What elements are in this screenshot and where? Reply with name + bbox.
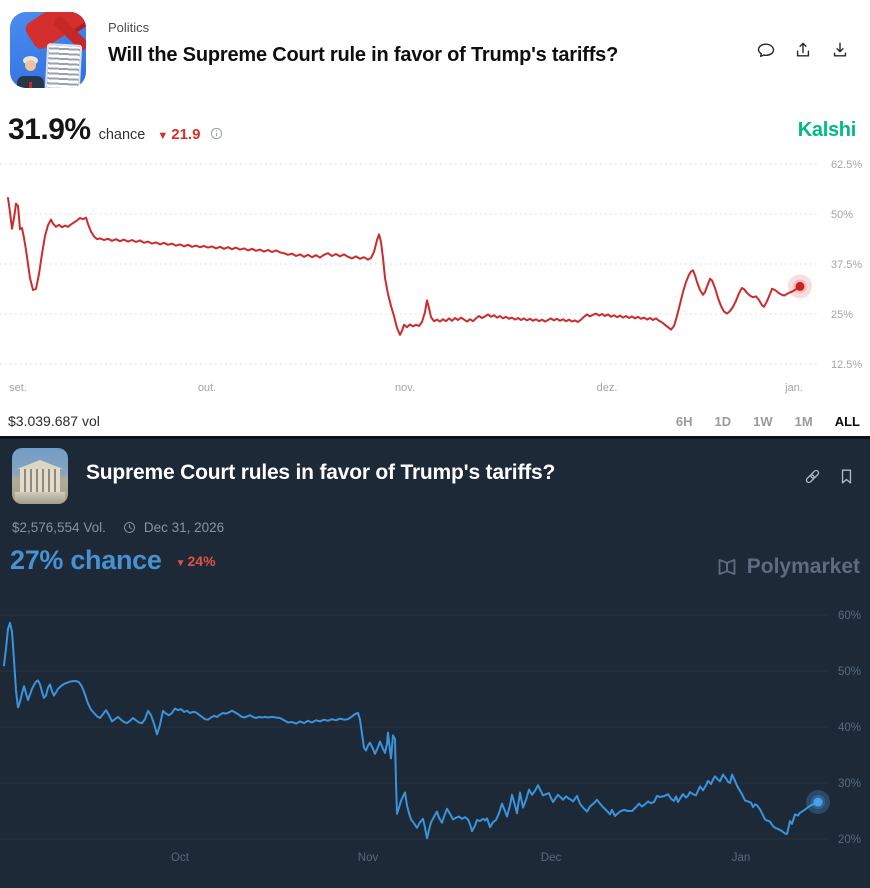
share-icon[interactable]	[793, 40, 813, 65]
download-icon[interactable]	[830, 40, 850, 65]
clock-icon	[122, 520, 137, 535]
svg-text:62.5%: 62.5%	[831, 159, 862, 171]
kalshi-market-avatar	[10, 12, 86, 88]
polymarket-volume-label: $2,576,554 Vol.	[12, 520, 106, 535]
svg-text:20%: 20%	[838, 834, 861, 846]
bookmark-icon[interactable]	[837, 467, 856, 491]
polymarket-logo-icon	[718, 559, 736, 575]
close-date-label: Dec 31, 2026	[143, 520, 225, 535]
polymarket-price-value: 27% chance	[10, 545, 162, 575]
comment-icon[interactable]	[756, 40, 776, 65]
kalshi-price-value: 31.9%	[8, 113, 91, 146]
link-icon[interactable]	[803, 467, 822, 491]
chance-label: chance	[98, 127, 146, 143]
document-graphic	[44, 43, 83, 88]
range-button-1d[interactable]: 1D	[714, 413, 732, 429]
kalshi-price-chart[interactable]: 62.5% 50% 37.5% 25% 12.5% set. out. nov. dez. jan…	[0, 0, 870, 437]
range-button-all[interactable]: ALL	[834, 413, 860, 429]
svg-text:50%: 50%	[831, 209, 853, 221]
svg-text:30%: 30%	[838, 778, 861, 790]
polymarket-logo: Polymarket	[715, 555, 860, 579]
down-arrow-icon: ▼	[175, 557, 186, 569]
kalshi-volume-label: $3.039.687 vol	[8, 413, 100, 429]
svg-text:Dec: Dec	[541, 852, 562, 864]
supreme-court-building-graphic	[17, 460, 63, 469]
svg-text:40%: 40%	[838, 722, 861, 734]
polymarket-market-title: Supreme Court rules in favor of Trump's …	[86, 461, 556, 484]
svg-text:jan.: jan.	[784, 382, 803, 394]
polymarket-market-avatar	[12, 448, 68, 504]
section-divider	[0, 436, 870, 439]
kalshi-price-change: ▼ 21.9	[157, 126, 200, 143]
svg-text:out.: out.	[198, 382, 216, 394]
down-arrow-icon: ▼	[157, 130, 169, 142]
change-value: 21.9	[171, 126, 201, 143]
polymarket-price-change: ▼ 24%	[176, 553, 216, 569]
svg-text:60%: 60%	[838, 610, 861, 622]
svg-text:37.5%: 37.5%	[831, 259, 862, 271]
svg-text:Jan: Jan	[732, 852, 751, 864]
kalshi-market-card: 62.5% 50% 37.5% 25% 12.5% set. out. nov. dez. jan…	[0, 0, 870, 437]
info-icon[interactable]	[209, 126, 224, 146]
svg-text:Oct: Oct	[171, 852, 190, 864]
svg-text:dez.: dez.	[597, 382, 618, 394]
trump-figure	[17, 56, 45, 88]
change-value: 24%	[187, 552, 216, 569]
category-label: Politics	[108, 20, 150, 35]
polymarket-logo-text: Polymarket	[746, 555, 860, 578]
kalshi-market-title: Will the Supreme Court rule in favor of …	[108, 44, 619, 66]
range-button-6h[interactable]: 6H	[675, 413, 693, 429]
polymarket-market-card: 60% 50% 40% 30% 20% Oct Nov Dec Jan Supreme Cour…	[0, 439, 870, 888]
polymarket-price-chart[interactable]: 60% 50% 40% 30% 20% Oct Nov Dec Jan	[0, 439, 870, 888]
svg-text:Nov: Nov	[358, 852, 379, 864]
svg-text:12.5%: 12.5%	[831, 359, 862, 371]
range-button-1m[interactable]: 1M	[794, 413, 813, 429]
range-button-1w[interactable]: 1W	[753, 413, 773, 429]
range-buttons: 6H 1D 1W 1M ALL	[676, 414, 860, 429]
kalshi-logo: Kalshi	[797, 119, 857, 141]
svg-text:25%: 25%	[831, 309, 853, 321]
svg-text:nov.: nov.	[395, 382, 415, 394]
svg-text:set.: set.	[9, 382, 27, 394]
svg-text:50%: 50%	[838, 666, 861, 678]
